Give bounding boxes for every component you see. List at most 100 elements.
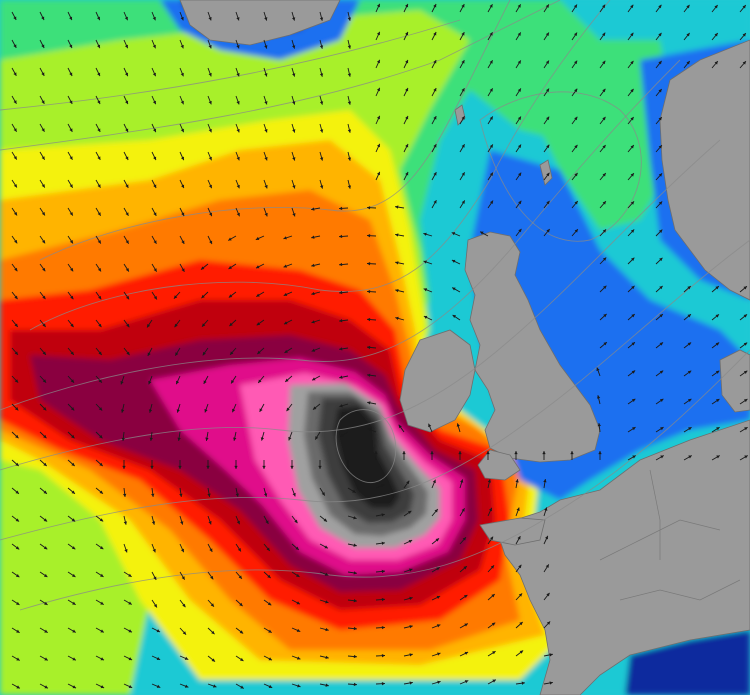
- swell-arrow-head: [542, 451, 546, 455]
- swell-arrow-head: [209, 240, 213, 245]
- swell-arrow-head: [42, 351, 46, 355]
- swell-arrow-head: [292, 73, 296, 77]
- swell-arrow-head: [436, 595, 441, 599]
- swell-arrow-head: [69, 44, 73, 49]
- swell-arrow-head: [423, 232, 427, 236]
- swell-arrow-head: [461, 200, 465, 204]
- swell-arrow-head: [69, 184, 73, 188]
- swell-arrow-head: [124, 72, 129, 77]
- swell-arrow-head: [297, 684, 301, 688]
- swell-arrow-head: [602, 229, 607, 233]
- swell-arrow-head: [432, 479, 436, 484]
- swell-arrow-head: [97, 240, 101, 244]
- swell-arrow-head: [283, 292, 288, 296]
- swell-arrow-head: [715, 342, 720, 346]
- swell-arrow-head: [13, 128, 17, 132]
- swell-arrow-head: [436, 567, 440, 571]
- swell-arrow-head: [311, 320, 315, 324]
- swell-arrow-head: [268, 657, 273, 661]
- swell-arrow-head: [395, 261, 399, 265]
- swell-arrow-head: [125, 184, 129, 188]
- swell-arrow-head: [292, 129, 296, 133]
- swell-arrow-head: [658, 32, 662, 37]
- swell-arrow-head: [43, 462, 47, 466]
- swell-arrow-head: [381, 513, 385, 517]
- swell-arrow-head: [376, 171, 380, 176]
- swell-arrow-head: [367, 289, 371, 294]
- swell-arrow-head: [321, 492, 325, 496]
- swell-arrow-head: [14, 351, 18, 355]
- swell-arrow-head: [208, 16, 212, 21]
- swell-arrow-head: [319, 129, 324, 133]
- swell-arrow-head: [714, 33, 718, 37]
- swell-arrow-head: [405, 171, 409, 176]
- swell-arrow-head: [339, 262, 343, 267]
- swell-arrow-head: [312, 377, 316, 381]
- swell-arrow-head: [229, 322, 233, 327]
- shetland-faroe: [454, 104, 553, 186]
- swell-arrow-head: [70, 351, 74, 355]
- swell-arrow-head: [461, 60, 465, 64]
- swell-arrow-head: [395, 205, 399, 209]
- swell-arrow-head: [452, 287, 456, 291]
- swell-arrow-head: [463, 566, 467, 570]
- swell-arrow-head: [153, 268, 157, 272]
- swell-arrow-head: [515, 479, 519, 483]
- swell-arrow-head: [100, 629, 104, 633]
- swell-arrow-head: [292, 157, 296, 161]
- swell-arrow-head: [234, 465, 238, 469]
- swell-arrow-head: [339, 375, 343, 379]
- swell-arrow-head: [259, 408, 263, 412]
- swell-arrow-head: [237, 548, 241, 552]
- swell-arrow-head: [98, 407, 103, 411]
- swell-arrow-head: [347, 157, 352, 161]
- swell-arrow-head: [14, 239, 18, 244]
- swell-arrow-head: [208, 44, 212, 49]
- swell-arrow-head: [320, 185, 324, 189]
- swell-arrow-head: [128, 601, 132, 605]
- swell-arrow-head: [231, 380, 235, 384]
- swell-arrow-head: [376, 115, 380, 120]
- swell-arrow-head: [464, 623, 468, 627]
- swell-arrow-head: [381, 541, 385, 545]
- swell-arrow-head: [423, 260, 427, 264]
- swell-arrow-head: [156, 656, 161, 661]
- swell-arrow-head: [545, 60, 549, 64]
- swell-arrow-head: [598, 451, 602, 455]
- swell-arrow-head: [100, 601, 104, 605]
- swell-arrow-head: [150, 465, 154, 469]
- swell-arrow-head: [122, 465, 126, 469]
- swell-arrow-head: [292, 45, 296, 49]
- swell-arrow-head: [489, 88, 493, 92]
- swell-arrow-head: [573, 32, 578, 37]
- swell-arrow-head: [71, 518, 76, 522]
- swell-arrow-head: [99, 518, 104, 522]
- swell-arrow-head: [339, 206, 343, 211]
- swell-arrow-head: [423, 315, 428, 319]
- swell-arrow-head: [489, 4, 493, 8]
- swell-arrow-head: [176, 409, 180, 413]
- swell-arrow-head: [70, 295, 74, 300]
- swell-arrow-head: [16, 601, 20, 605]
- swell-arrow-head: [126, 351, 130, 356]
- swell-arrow-head: [44, 629, 48, 633]
- swell-arrow-head: [433, 116, 437, 120]
- swell-arrow-head: [69, 72, 73, 77]
- swell-arrow-head: [658, 60, 662, 65]
- swell-arrow-head: [376, 59, 380, 64]
- swell-arrow-head: [545, 4, 549, 8]
- swell-arrow-head: [152, 548, 156, 553]
- swell-arrow-head: [367, 428, 372, 432]
- swell-arrow-head: [121, 409, 125, 413]
- swell-arrow-head: [339, 319, 343, 323]
- swell-arrow-head: [292, 492, 296, 497]
- swell-arrow-head: [339, 290, 343, 295]
- swell-arrow-head: [395, 289, 399, 293]
- swell-arrow-head: [489, 32, 493, 36]
- swell-arrow-head: [13, 72, 17, 76]
- swell-arrow-head: [283, 236, 287, 240]
- swell-arrow-head: [69, 212, 73, 216]
- swell-arrow-head: [602, 4, 606, 9]
